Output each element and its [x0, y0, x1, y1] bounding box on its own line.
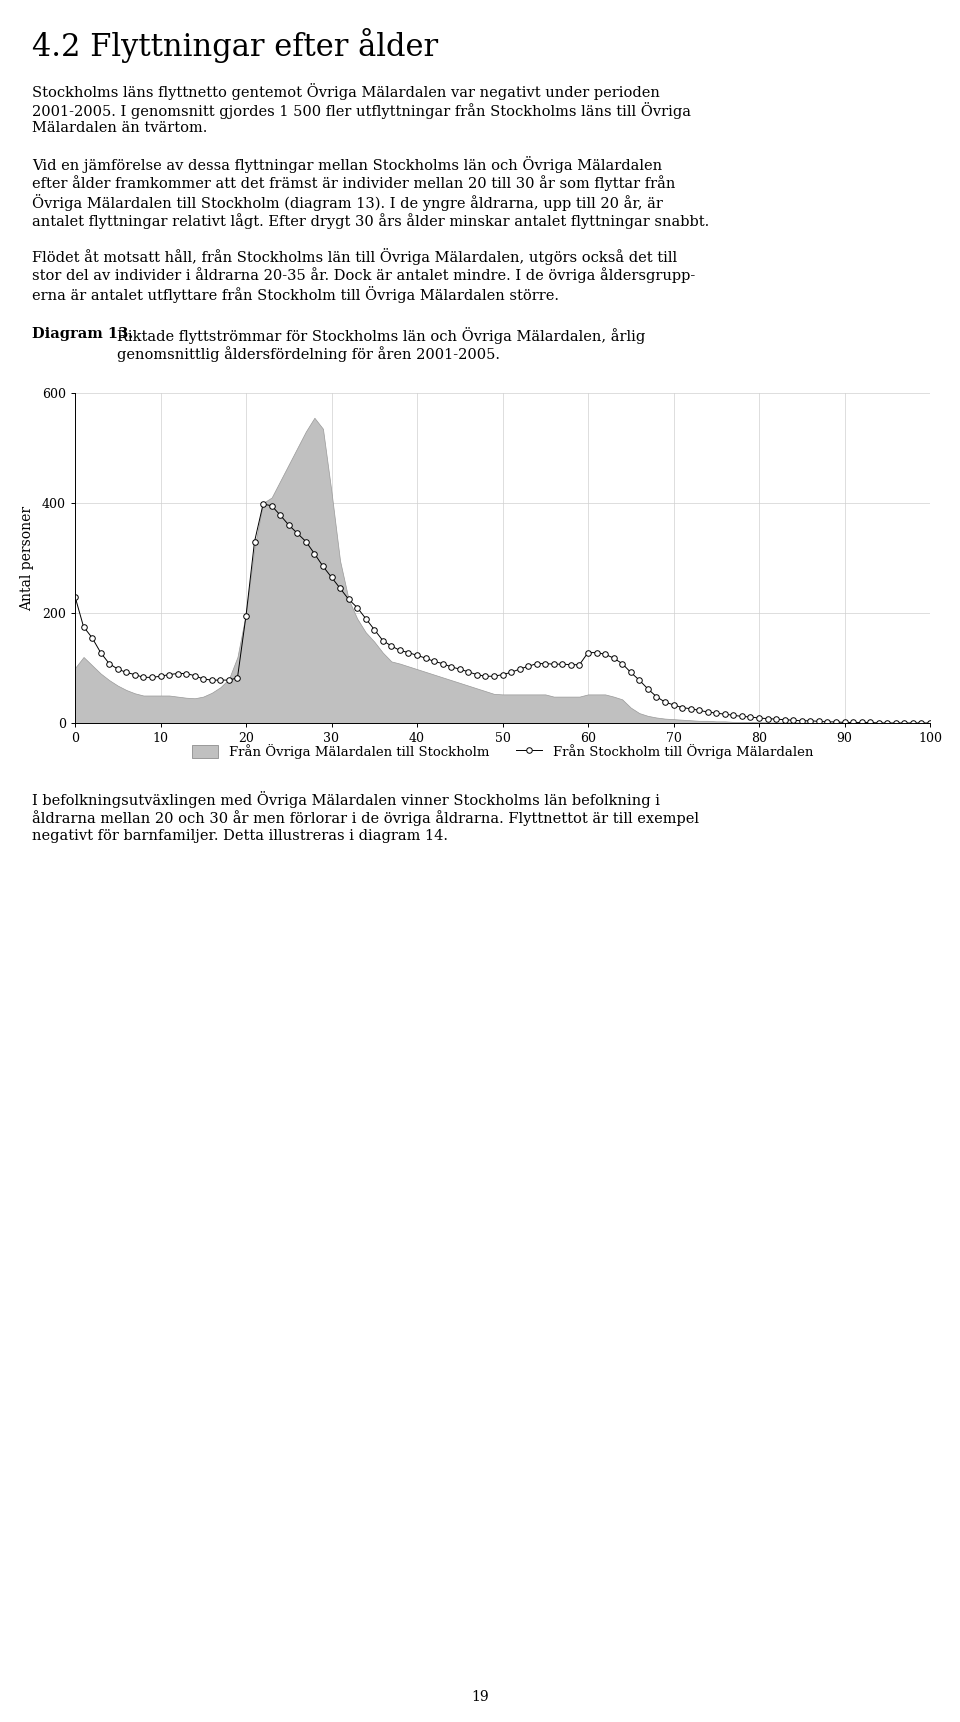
- Text: Stockholms läns flyttnetto gentemot Övriga Mälardalen var negativt under periode: Stockholms läns flyttnetto gentemot Övri…: [32, 83, 660, 100]
- Text: 19: 19: [471, 1689, 489, 1705]
- Text: Diagram 13.: Diagram 13.: [32, 327, 133, 341]
- Text: efter ålder framkommer att det främst är individer mellan 20 till 30 år som flyt: efter ålder framkommer att det främst är…: [32, 176, 676, 191]
- Text: Riktade flyttströmmar för Stockholms län och Övriga Mälardalen, årlig: Riktade flyttströmmar för Stockholms län…: [117, 327, 645, 344]
- Text: Flödet åt motsatt håll, från Stockholms län till Övriga Mälardalen, utgörs också: Flödet åt motsatt håll, från Stockholms …: [32, 248, 677, 265]
- Y-axis label: Antal personer: Antal personer: [19, 506, 34, 611]
- Text: Övriga Mälardalen till Stockholm (diagram 13). I de yngre åldrarna, upp till 20 : Övriga Mälardalen till Stockholm (diagra…: [32, 195, 662, 212]
- Legend: Från Övriga Mälardalen till Stockholm, Från Stockholm till Övriga Mälardalen: Från Övriga Mälardalen till Stockholm, F…: [186, 739, 818, 765]
- Text: genomsnittlig åldersfördelning för åren 2001-2005.: genomsnittlig åldersfördelning för åren …: [117, 346, 500, 362]
- Text: Vid en jämförelse av dessa flyttningar mellan Stockholms län och Övriga Mälardal: Vid en jämförelse av dessa flyttningar m…: [32, 157, 662, 172]
- Text: åldrarna mellan 20 och 30 år men förlorar i de övriga åldrarna. Flyttnettot är t: åldrarna mellan 20 och 30 år men förlora…: [32, 809, 699, 827]
- Text: 4.2 Flyttningar efter ålder: 4.2 Flyttningar efter ålder: [32, 28, 438, 64]
- Text: 2001-2005. I genomsnitt gjordes 1 500 fler utflyttningar från Stockholms läns ti: 2001-2005. I genomsnitt gjordes 1 500 fl…: [32, 102, 691, 119]
- Text: erna är antalet utflyttare från Stockholm till Övriga Mälardalen större.: erna är antalet utflyttare från Stockhol…: [32, 286, 559, 303]
- Text: Mälardalen än tvärtom.: Mälardalen än tvärtom.: [32, 121, 207, 134]
- Text: I befolkningsutväxlingen med Övriga Mälardalen vinner Stockholms län befolkning : I befolkningsutväxlingen med Övriga Mäla…: [32, 790, 660, 808]
- Text: negativt för barnfamiljer. Detta illustreras i diagram 14.: negativt för barnfamiljer. Detta illustr…: [32, 828, 448, 844]
- Text: antalet flyttningar relativt lågt. Efter drygt 30 års ålder minskar antalet flyt: antalet flyttningar relativt lågt. Efter…: [32, 214, 709, 229]
- Text: stor del av individer i åldrarna 20-35 år. Dock är antalet mindre. I de övriga å: stor del av individer i åldrarna 20-35 å…: [32, 267, 695, 282]
